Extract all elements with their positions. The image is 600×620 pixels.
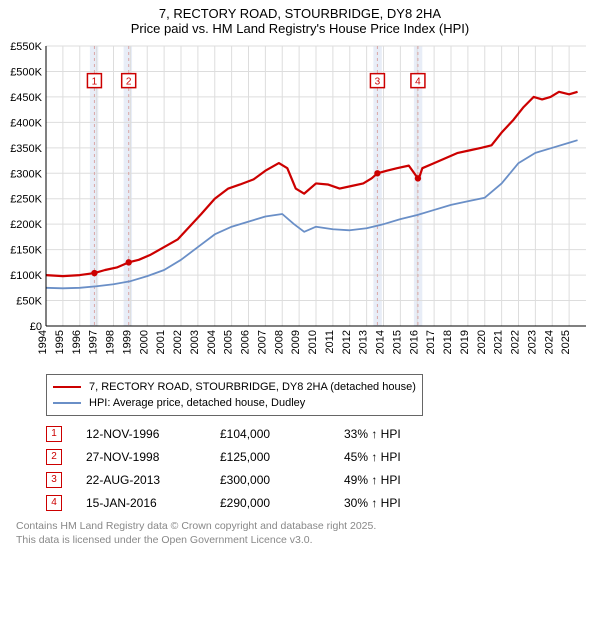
event-row: 1 12-NOV-1996£104,00033% ↑ HPI xyxy=(46,422,415,445)
svg-text:£250K: £250K xyxy=(10,194,42,206)
legend-swatch xyxy=(53,386,81,388)
svg-text:2014: 2014 xyxy=(375,330,387,354)
event-price: £125,000 xyxy=(220,445,344,468)
svg-text:£500K: £500K xyxy=(10,66,42,78)
svg-text:1: 1 xyxy=(92,77,98,88)
event-row: 4 15-JAN-2016£290,00030% ↑ HPI xyxy=(46,491,415,514)
event-delta: 49% ↑ HPI xyxy=(344,468,415,491)
svg-text:2013: 2013 xyxy=(358,330,370,354)
svg-text:1998: 1998 xyxy=(105,330,117,354)
svg-text:2018: 2018 xyxy=(442,330,454,354)
event-row: 2 27-NOV-1998£125,00045% ↑ HPI xyxy=(46,445,415,468)
footer-line2: This data is licensed under the Open Gov… xyxy=(16,534,592,548)
event-marker: 2 xyxy=(46,449,62,465)
svg-text:£550K: £550K xyxy=(10,41,42,53)
svg-text:£300K: £300K xyxy=(10,168,42,180)
svg-text:2002: 2002 xyxy=(172,330,184,354)
svg-text:2012: 2012 xyxy=(341,330,353,354)
svg-text:1999: 1999 xyxy=(121,330,133,354)
svg-text:2003: 2003 xyxy=(189,330,201,354)
svg-text:2022: 2022 xyxy=(510,330,522,354)
event-date: 27-NOV-1998 xyxy=(86,445,220,468)
events-table: 1 12-NOV-1996£104,00033% ↑ HPI 2 27-NOV-199… xyxy=(46,422,415,514)
legend-label: 7, RECTORY ROAD, STOURBRIDGE, DY8 2HA (d… xyxy=(89,379,416,395)
event-date: 12-NOV-1996 xyxy=(86,422,220,445)
svg-text:2023: 2023 xyxy=(526,330,538,354)
svg-text:2020: 2020 xyxy=(476,330,488,354)
svg-text:2019: 2019 xyxy=(459,330,471,354)
event-marker: 4 xyxy=(46,495,62,511)
legend-item: 7, RECTORY ROAD, STOURBRIDGE, DY8 2HA (d… xyxy=(53,379,416,395)
title-line2: Price paid vs. HM Land Registry's House … xyxy=(8,21,592,36)
svg-text:£400K: £400K xyxy=(10,117,42,129)
legend-item: HPI: Average price, detached house, Dudl… xyxy=(53,395,416,411)
svg-text:2004: 2004 xyxy=(206,330,218,354)
svg-text:1997: 1997 xyxy=(88,330,100,354)
footer-note: Contains HM Land Registry data © Crown c… xyxy=(16,520,592,547)
chart-svg: £0£50K£100K£150K£200K£250K£300K£350K£400… xyxy=(8,36,592,366)
svg-text:£450K: £450K xyxy=(10,92,42,104)
svg-text:2008: 2008 xyxy=(273,330,285,354)
svg-text:£50K: £50K xyxy=(16,296,42,308)
price-chart: £0£50K£100K£150K£200K£250K£300K£350K£400… xyxy=(8,36,592,366)
event-price: £290,000 xyxy=(220,491,344,514)
event-date: 22-AUG-2013 xyxy=(86,468,220,491)
svg-text:2006: 2006 xyxy=(240,330,252,354)
svg-text:£200K: £200K xyxy=(10,219,42,231)
footer-line1: Contains HM Land Registry data © Crown c… xyxy=(16,520,592,534)
svg-text:£350K: £350K xyxy=(10,143,42,155)
svg-text:2011: 2011 xyxy=(324,330,336,354)
svg-text:2024: 2024 xyxy=(543,330,555,354)
svg-text:2015: 2015 xyxy=(391,330,403,354)
svg-text:2: 2 xyxy=(126,77,132,88)
svg-text:2007: 2007 xyxy=(256,330,268,354)
svg-text:1996: 1996 xyxy=(71,330,83,354)
svg-text:2001: 2001 xyxy=(155,330,167,354)
svg-text:2009: 2009 xyxy=(290,330,302,354)
event-date: 15-JAN-2016 xyxy=(86,491,220,514)
svg-text:2010: 2010 xyxy=(307,330,319,354)
svg-text:2021: 2021 xyxy=(493,330,505,354)
svg-text:2016: 2016 xyxy=(408,330,420,354)
svg-text:£100K: £100K xyxy=(10,270,42,282)
svg-text:2005: 2005 xyxy=(223,330,235,354)
event-row: 3 22-AUG-2013£300,00049% ↑ HPI xyxy=(46,468,415,491)
svg-text:2000: 2000 xyxy=(138,330,150,354)
event-delta: 33% ↑ HPI xyxy=(344,422,415,445)
svg-text:1994: 1994 xyxy=(37,330,49,354)
event-delta: 30% ↑ HPI xyxy=(344,491,415,514)
svg-text:£150K: £150K xyxy=(10,245,42,257)
chart-title: 7, RECTORY ROAD, STOURBRIDGE, DY8 2HA Pr… xyxy=(8,6,592,36)
svg-text:3: 3 xyxy=(375,77,381,88)
legend-label: HPI: Average price, detached house, Dudl… xyxy=(89,395,305,411)
event-marker: 3 xyxy=(46,472,62,488)
event-marker: 1 xyxy=(46,426,62,442)
event-price: £300,000 xyxy=(220,468,344,491)
legend-swatch xyxy=(53,402,81,404)
event-price: £104,000 xyxy=(220,422,344,445)
svg-text:1995: 1995 xyxy=(54,330,66,354)
svg-text:2025: 2025 xyxy=(560,330,572,354)
event-delta: 45% ↑ HPI xyxy=(344,445,415,468)
title-line1: 7, RECTORY ROAD, STOURBRIDGE, DY8 2HA xyxy=(8,6,592,21)
svg-text:4: 4 xyxy=(415,77,421,88)
legend: 7, RECTORY ROAD, STOURBRIDGE, DY8 2HA (d… xyxy=(46,374,423,416)
svg-text:2017: 2017 xyxy=(425,330,437,354)
